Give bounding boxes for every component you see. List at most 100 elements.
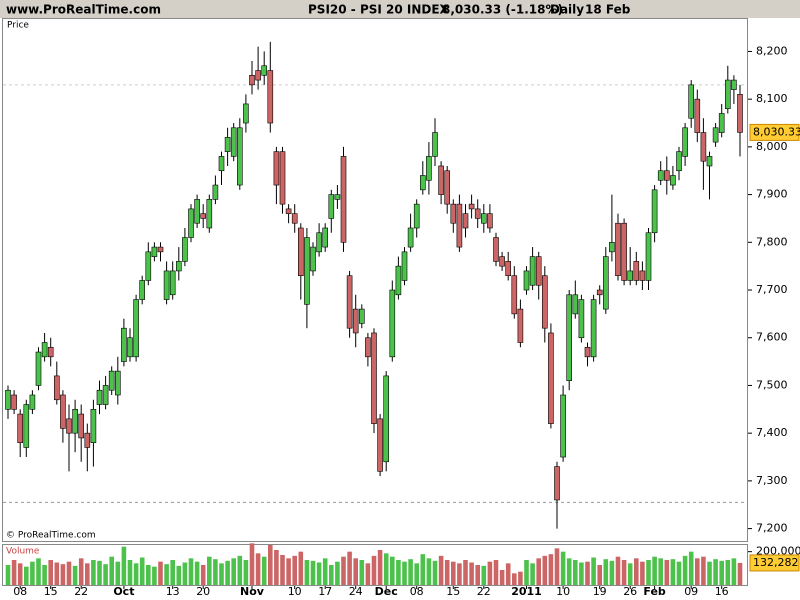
volume-bar [127,560,133,585]
volume-bar [554,548,560,585]
volume-bar [353,558,358,585]
volume-bar [133,563,139,585]
x-tick-label: 15 [44,585,58,598]
candle-body [688,84,695,119]
volume-bar [627,563,633,585]
candle-body [737,94,743,133]
candle-body [340,156,347,243]
x-tick-label: Nov [240,585,265,598]
volume-bar [231,558,236,585]
candle-body [346,275,353,329]
candle-body [432,132,438,157]
volume-bar [652,556,657,585]
candle-body [53,375,60,401]
candle-body [413,203,420,229]
volume-bar [304,560,310,585]
volume-bar [646,560,651,585]
volume-bar [591,557,596,585]
candle-body [426,156,432,181]
candle-body [700,132,707,162]
volume-bar [72,565,78,585]
candle-body [304,237,310,305]
candle-body [237,127,243,186]
x-tick-label: 22 [74,585,88,598]
candle-body [249,75,255,86]
volume-bar [438,555,444,585]
volume-bar [359,560,365,585]
candle-body [78,413,84,439]
volume-bar [573,560,578,585]
x-tick-label: 09 [684,585,698,598]
candle-body [200,213,206,219]
candle-body [157,246,164,253]
candle-body [615,222,621,277]
candle-body [609,242,615,253]
volume-bar [268,545,273,585]
volume-bar [451,561,456,585]
candle-body [133,299,139,358]
volume-bar [560,551,566,585]
volume-bar [255,553,261,585]
volume-bar [688,551,694,585]
volume-bar [414,563,419,585]
x-tick-label: 2011 [511,585,542,598]
candle-body [487,213,493,229]
last-volume-label: 132,282 [753,556,799,569]
x-tick-label: 08 [13,585,27,598]
y-tick-label: 7,400 [756,426,788,439]
volume-label: Volume [6,547,40,557]
volume-bar [634,558,639,585]
volume-bar [194,561,200,585]
volume-bar [286,558,291,585]
volume-bar [365,563,371,585]
candle-body [5,389,11,410]
volume-bar [66,561,72,585]
volume-bar [316,562,322,585]
volume-bar [91,560,96,585]
candle-body [438,165,444,195]
volume-bar [725,560,731,585]
volume-bar [664,560,670,585]
candle-body [334,194,341,200]
x-tick-label: 19 [593,585,607,598]
candle-body [108,370,115,391]
candle-body [554,466,560,501]
last-volume-box [749,554,800,572]
x-tick-label: 15 [446,585,460,598]
candle-body [255,70,261,81]
quote: 8,030.33 (-1.18%) [442,3,563,17]
volume-bar [615,556,621,585]
volume-bar [383,553,389,585]
candle-body [535,256,542,286]
volume-bar [329,565,334,585]
candle-body [578,299,585,339]
candle-body [176,261,182,272]
y-tick-label: 7,200 [756,522,788,535]
candle-body [731,79,737,90]
candle-body [72,409,78,434]
volume-bar [188,558,194,585]
volume-bar [524,560,529,585]
volume-bar [512,573,517,585]
candle-body [407,227,414,248]
candle-body [285,208,292,214]
candle-body [182,237,188,262]
candle-body [194,199,200,224]
candle-body [47,346,54,358]
volume-bar [707,561,712,585]
volume-bar [182,562,188,585]
candle-body [529,256,536,286]
volume-bar [426,558,432,585]
volume-bar [261,556,267,585]
volume-bar [48,560,53,585]
x-tick-label: 26 [623,585,637,598]
volume-bar [670,559,676,585]
candle-body [371,332,377,424]
candle-body [365,337,371,358]
candle-body [291,213,298,224]
volume-bar [505,563,511,585]
site: www.ProRealTime.com [6,3,161,17]
candle-body [127,337,133,358]
candle-body [60,394,66,429]
volume-bar [487,561,493,585]
